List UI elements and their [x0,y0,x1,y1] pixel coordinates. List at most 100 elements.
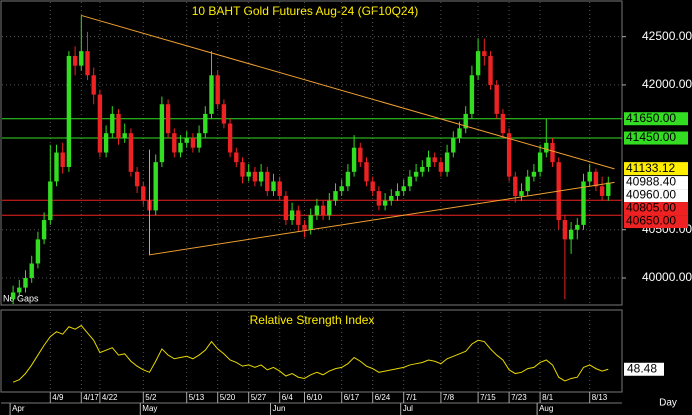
candle-body [469,75,475,114]
candle-body [407,176,413,187]
candle-body [215,75,220,105]
candle-body [562,220,568,240]
candle-body [593,171,599,187]
candle-body [103,133,109,153]
candle-body [203,113,208,134]
level-label: 40650.00 [626,214,676,228]
rsi-title: Relative Strength Index [250,313,375,327]
x-tick-label: 5/27 [251,393,267,402]
candle-body [345,171,351,187]
y-tick-label: 42000.00 [642,77,692,91]
x-tick-label: 6/10 [307,393,323,402]
candle-body [184,138,189,143]
candle-body [122,133,127,139]
candle-body [426,157,431,167]
x-tick-label: 6/24 [375,393,391,402]
x-tick-label: 4/17 [83,393,99,402]
month-label: May [142,404,157,413]
candle-body [327,200,332,216]
trendline [149,149,615,256]
candle-body [60,152,65,167]
candle-body [420,166,425,172]
month-label: Jul [403,404,413,413]
level-label-box [624,189,688,203]
note: No Gaps [3,293,39,303]
candle-body [178,142,183,153]
level-label-box [624,162,688,176]
candle-body [606,182,611,196]
candle-body [209,75,214,114]
candle-body [333,191,338,201]
candle-body [85,51,90,76]
candle-body [296,210,301,225]
candle-body [364,162,369,182]
trendline [81,14,615,170]
candle-body [314,205,320,216]
candle-body [438,162,444,172]
candle-body [141,186,146,201]
candle-body [289,210,295,221]
candle-body [395,191,400,196]
candle-body [196,133,202,148]
y-tick-label: 42500.00 [642,29,692,43]
x-tick-label: 7/15 [480,393,496,402]
candle-body [457,128,462,139]
price-panel [0,0,623,306]
level-label: 40960.00 [626,188,676,202]
candle-body [48,181,53,221]
candle-body [54,152,59,182]
candle-body [413,171,419,177]
candle-body [66,55,72,167]
level-label: 40805.00 [626,201,676,215]
x-tick-label: 5/13 [189,393,205,402]
rsi-label-box [624,362,664,376]
x-axis-label: Day [659,398,677,409]
candle-body [153,162,158,211]
candle-body [500,113,506,134]
month-label: Jun [273,404,286,413]
rsi-panel [0,309,623,393]
x-tick-label: 7/23 [511,393,527,402]
level-label-box [624,176,688,190]
candle-body [277,181,282,196]
candle-body [128,133,134,172]
candle-body [519,191,524,196]
candle-body [159,104,165,163]
x-tick-label: 6/17 [344,393,360,402]
candle-body [265,171,270,192]
candle-body [29,263,34,278]
candle-body [165,104,171,134]
candle-body [10,292,16,300]
candle-body [432,157,437,163]
level-label-box [624,112,688,126]
candle-body [271,181,276,192]
candle-body [240,162,245,177]
x-tick-label: 7/8 [443,393,455,402]
candle-body [506,133,512,177]
candle-body [283,195,289,221]
candle-body [389,195,394,201]
candle-body [531,171,537,177]
candle-body [79,51,84,66]
rsi-label: 48.48 [627,361,657,375]
candle-body [482,51,487,56]
candle-body [23,277,28,288]
candle-body [494,84,499,114]
candle-body [581,181,586,225]
candle-body [488,55,493,85]
level-label-box [624,131,688,145]
level-label-box [624,202,688,216]
candle-body [172,133,177,153]
candle-body [550,142,555,163]
candle-body [72,55,78,66]
level-label: 40988.40 [626,175,676,189]
candle-body [451,138,456,153]
candle-body [401,186,406,192]
x-tick-label: 5/2 [145,393,157,402]
rsi-line [12,324,609,383]
candle-body [41,220,47,240]
candle-body [97,94,103,153]
candle-body [190,138,196,148]
